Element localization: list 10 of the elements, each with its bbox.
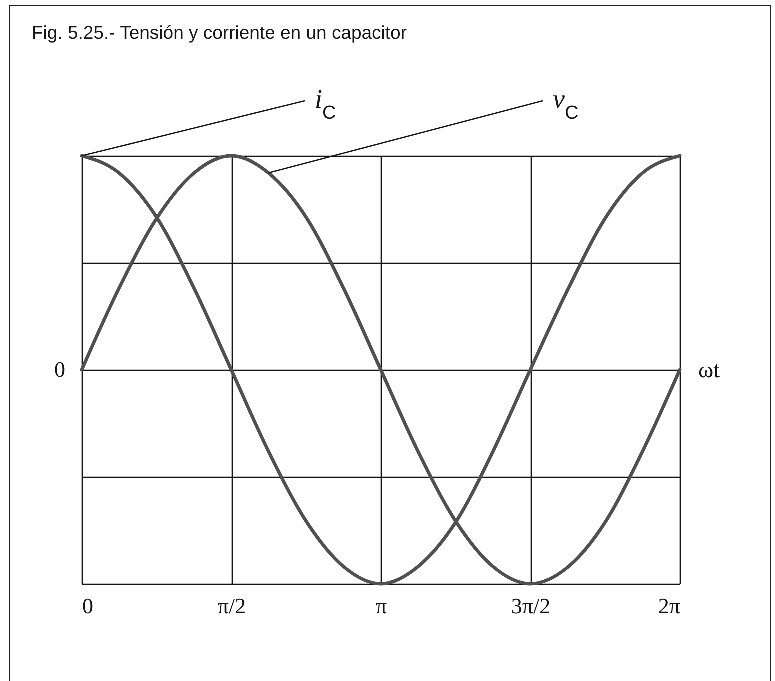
text: 0 [54, 357, 66, 382]
text: v$_{C}$ [553, 84, 579, 124]
x-tick-label: π [376, 594, 388, 618]
x-tick-label: π/2 [218, 594, 246, 618]
x-tick-label: 2π [658, 594, 680, 618]
x-tick-label: 3π/2 [511, 594, 551, 618]
text: i$_{C}$ [315, 84, 336, 124]
x-tick-label: 0 [82, 594, 94, 618]
chart-title: Fig. 5.25.- Tensión y corriente en un capacitor [32, 22, 408, 43]
x-axis-title: ωt [698, 358, 721, 382]
